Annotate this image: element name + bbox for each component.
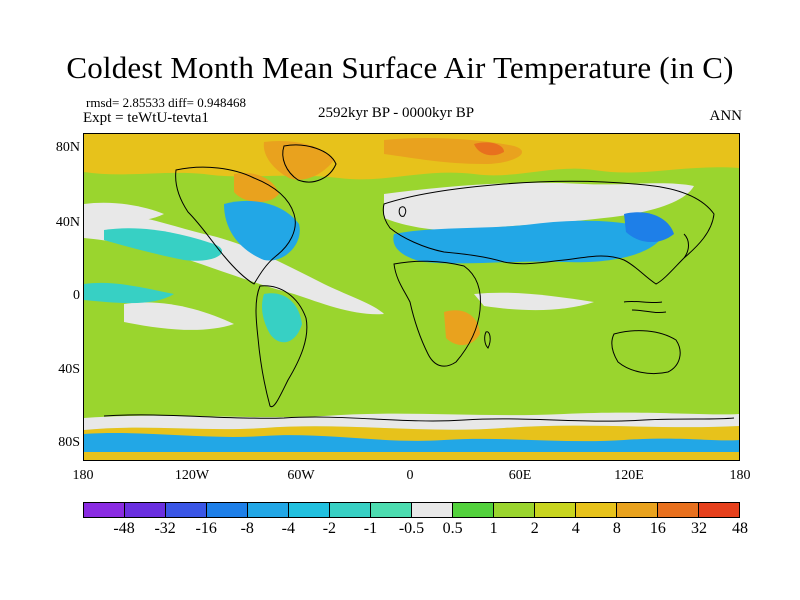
- cool-n-america: [224, 200, 300, 261]
- coast-north-america: [175, 166, 296, 285]
- coast-indonesia: [623, 300, 667, 314]
- cool-south-america: [262, 293, 302, 343]
- colorbar-label: -0.5: [398, 520, 425, 537]
- colorbar-swatch: [699, 503, 739, 517]
- chart-title: Coldest Month Mean Surface Air Temperatu…: [66, 50, 734, 85]
- lat-label-0: 0: [73, 288, 80, 303]
- colorbar-swatch: [412, 503, 453, 517]
- lon-label-180e: 180: [729, 468, 751, 483]
- colorbar-label: -8: [240, 520, 254, 537]
- colorbar-label: 48: [732, 520, 748, 537]
- colorbar-swatch: [289, 503, 330, 517]
- arctic-hot-patch: [474, 142, 504, 156]
- lon-label-60w: 60W: [287, 468, 315, 483]
- colorbar-label: 0.5: [442, 520, 463, 537]
- experiment-label: Expt = teWtU-tevta1: [83, 110, 209, 126]
- colorbar-label: -1: [363, 520, 378, 537]
- lon-label-180w: 180: [72, 468, 94, 483]
- colorbar-swatch: [371, 503, 412, 517]
- coast-africa: [393, 260, 481, 367]
- lon-label-120w: 120W: [174, 468, 210, 483]
- colorbar-label: -48: [113, 520, 135, 537]
- lat-label-80s: 80S: [58, 435, 80, 450]
- map-plot-area: [83, 133, 740, 461]
- colorbar-swatch: [330, 503, 371, 517]
- colorbar-swatch: [207, 503, 248, 517]
- neutral-eurasia: [384, 182, 694, 231]
- neutral-southern: [84, 412, 739, 430]
- colorbar-label: 32: [690, 520, 707, 537]
- colorbar-swatch: [84, 503, 125, 517]
- colorbar-label: 2: [530, 520, 539, 537]
- coast-japan: [683, 233, 689, 259]
- season-label: ANN: [709, 108, 743, 124]
- cool-pacific-s: [84, 282, 174, 304]
- neutral-tropic-s: [124, 302, 234, 330]
- colorbar-swatch: [658, 503, 699, 517]
- n-america-warm: [234, 172, 279, 203]
- coast-uk: [398, 206, 407, 217]
- cool-pacific-n: [104, 228, 223, 261]
- stats-text: rmsd= 2.85533 diff= 0.948468: [86, 95, 246, 110]
- colorbar-label: -2: [322, 520, 337, 537]
- map-base: [84, 134, 739, 460]
- coast-australia: [611, 330, 681, 375]
- neutral-indian: [474, 292, 594, 311]
- lon-label-60e: 60E: [508, 468, 532, 483]
- neutral-pacific-n: [84, 202, 164, 222]
- lat-label-40s: 40S: [58, 362, 80, 377]
- coast-greenland: [282, 144, 337, 183]
- colorbar-swatch: [125, 503, 166, 517]
- africa-warm: [444, 310, 480, 346]
- coast-south-america: [255, 285, 308, 408]
- map-svg: [84, 134, 739, 460]
- coastlines: [103, 144, 735, 422]
- lon-label-120e: 120E: [614, 468, 644, 483]
- colorbar-label: 8: [612, 520, 621, 537]
- colorbar-swatch: [166, 503, 207, 517]
- lon-label-0: 0: [406, 468, 414, 483]
- colorbar-label: 1: [489, 520, 498, 537]
- lat-label-80n: 80N: [55, 140, 80, 155]
- colorbar-swatch: [576, 503, 617, 517]
- colorbar: [83, 502, 740, 518]
- cool-asia-deep: [624, 212, 674, 243]
- colorbar-swatch: [535, 503, 576, 517]
- lat-label-40n: 40N: [55, 215, 80, 230]
- colorbar-label: -4: [281, 520, 295, 537]
- colorbar-swatch: [453, 503, 494, 517]
- period-label: 2592kyr BP - 0000kyr BP: [318, 105, 475, 121]
- colorbar-swatch: [248, 503, 289, 517]
- colorbar-swatch: [494, 503, 535, 517]
- coast-eurasia: [382, 180, 715, 285]
- colorbar-label: 4: [571, 520, 580, 537]
- coast-antarctica: [103, 414, 735, 422]
- cool-eurasia: [393, 220, 664, 264]
- colorbar-label: 16: [649, 520, 666, 537]
- colorbar-swatch: [617, 503, 658, 517]
- coast-madagascar: [484, 331, 491, 349]
- greenland-warm: [263, 140, 334, 180]
- colorbar-label: -16: [195, 520, 217, 537]
- cool-antarctic: [84, 433, 739, 452]
- colorbar-label: -32: [154, 520, 176, 537]
